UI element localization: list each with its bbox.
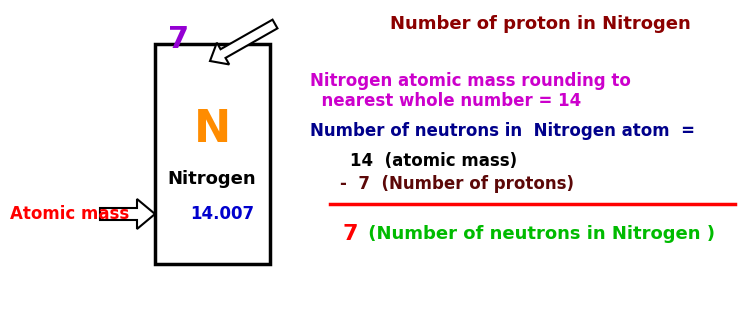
Text: 14  (atomic mass): 14 (atomic mass) <box>350 152 517 170</box>
Text: nearest whole number = 14: nearest whole number = 14 <box>310 92 581 110</box>
Text: Number of neutrons in  Nitrogen atom  =: Number of neutrons in Nitrogen atom = <box>310 122 695 140</box>
Text: Nitrogen atomic mass rounding to: Nitrogen atomic mass rounding to <box>310 72 631 90</box>
Text: N: N <box>193 108 230 150</box>
Polygon shape <box>210 20 278 65</box>
Text: Atomic mass: Atomic mass <box>10 205 129 223</box>
Text: -  7  (Number of protons): - 7 (Number of protons) <box>340 175 574 193</box>
Polygon shape <box>100 199 155 229</box>
Text: 7: 7 <box>168 25 189 54</box>
Text: Number of proton in Nitrogen: Number of proton in Nitrogen <box>390 15 691 33</box>
Text: (Number of neutrons in Nitrogen ): (Number of neutrons in Nitrogen ) <box>362 225 715 243</box>
Bar <box>155 44 270 264</box>
Text: 14.007: 14.007 <box>190 205 254 223</box>
Text: Nitrogen: Nitrogen <box>168 170 256 188</box>
Text: 7: 7 <box>342 224 358 244</box>
